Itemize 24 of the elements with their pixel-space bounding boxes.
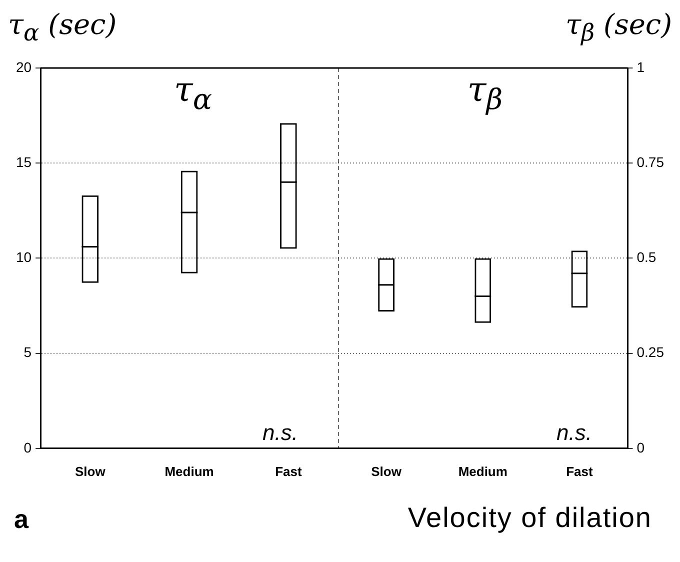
x-tick-label: Slow <box>74 464 106 479</box>
y-tick-label: 0 <box>24 439 32 456</box>
y-tick-label: 10 <box>16 249 32 266</box>
y2-tick-label: 1 <box>636 58 645 75</box>
chart-title: τ$_{α}$ <box>173 70 213 116</box>
x-tick-label: Fast <box>275 464 302 479</box>
annotation: n.s. <box>556 420 592 446</box>
x-tick-label: Medium <box>458 464 508 479</box>
x-tick-label: Slow <box>371 464 402 479</box>
chart-title: τ$_{β}$ <box>466 70 504 116</box>
y-tick-label: 20 <box>16 58 32 75</box>
text: a <box>14 504 28 535</box>
x-tick-label: Medium <box>164 464 214 479</box>
y2-tick-label: 0 <box>636 439 645 456</box>
x-tick-label: Fast <box>566 464 594 479</box>
y2-tick-label: 0.25 <box>636 344 664 360</box>
y2-tick-label: 0.5 <box>636 249 656 266</box>
y-tick-label: 5 <box>24 344 32 360</box>
y2-tick-label: 0.75 <box>636 154 664 170</box>
y2-axis-title: τ$_{β}$ (sec) <box>566 8 672 47</box>
y-axis-title: τ$_{α}$ (sec) <box>8 8 117 47</box>
x-axis-title: Velocity of dilation <box>408 502 652 534</box>
annotation: n.s. <box>262 420 298 446</box>
y-tick-label: 15 <box>16 154 32 170</box>
